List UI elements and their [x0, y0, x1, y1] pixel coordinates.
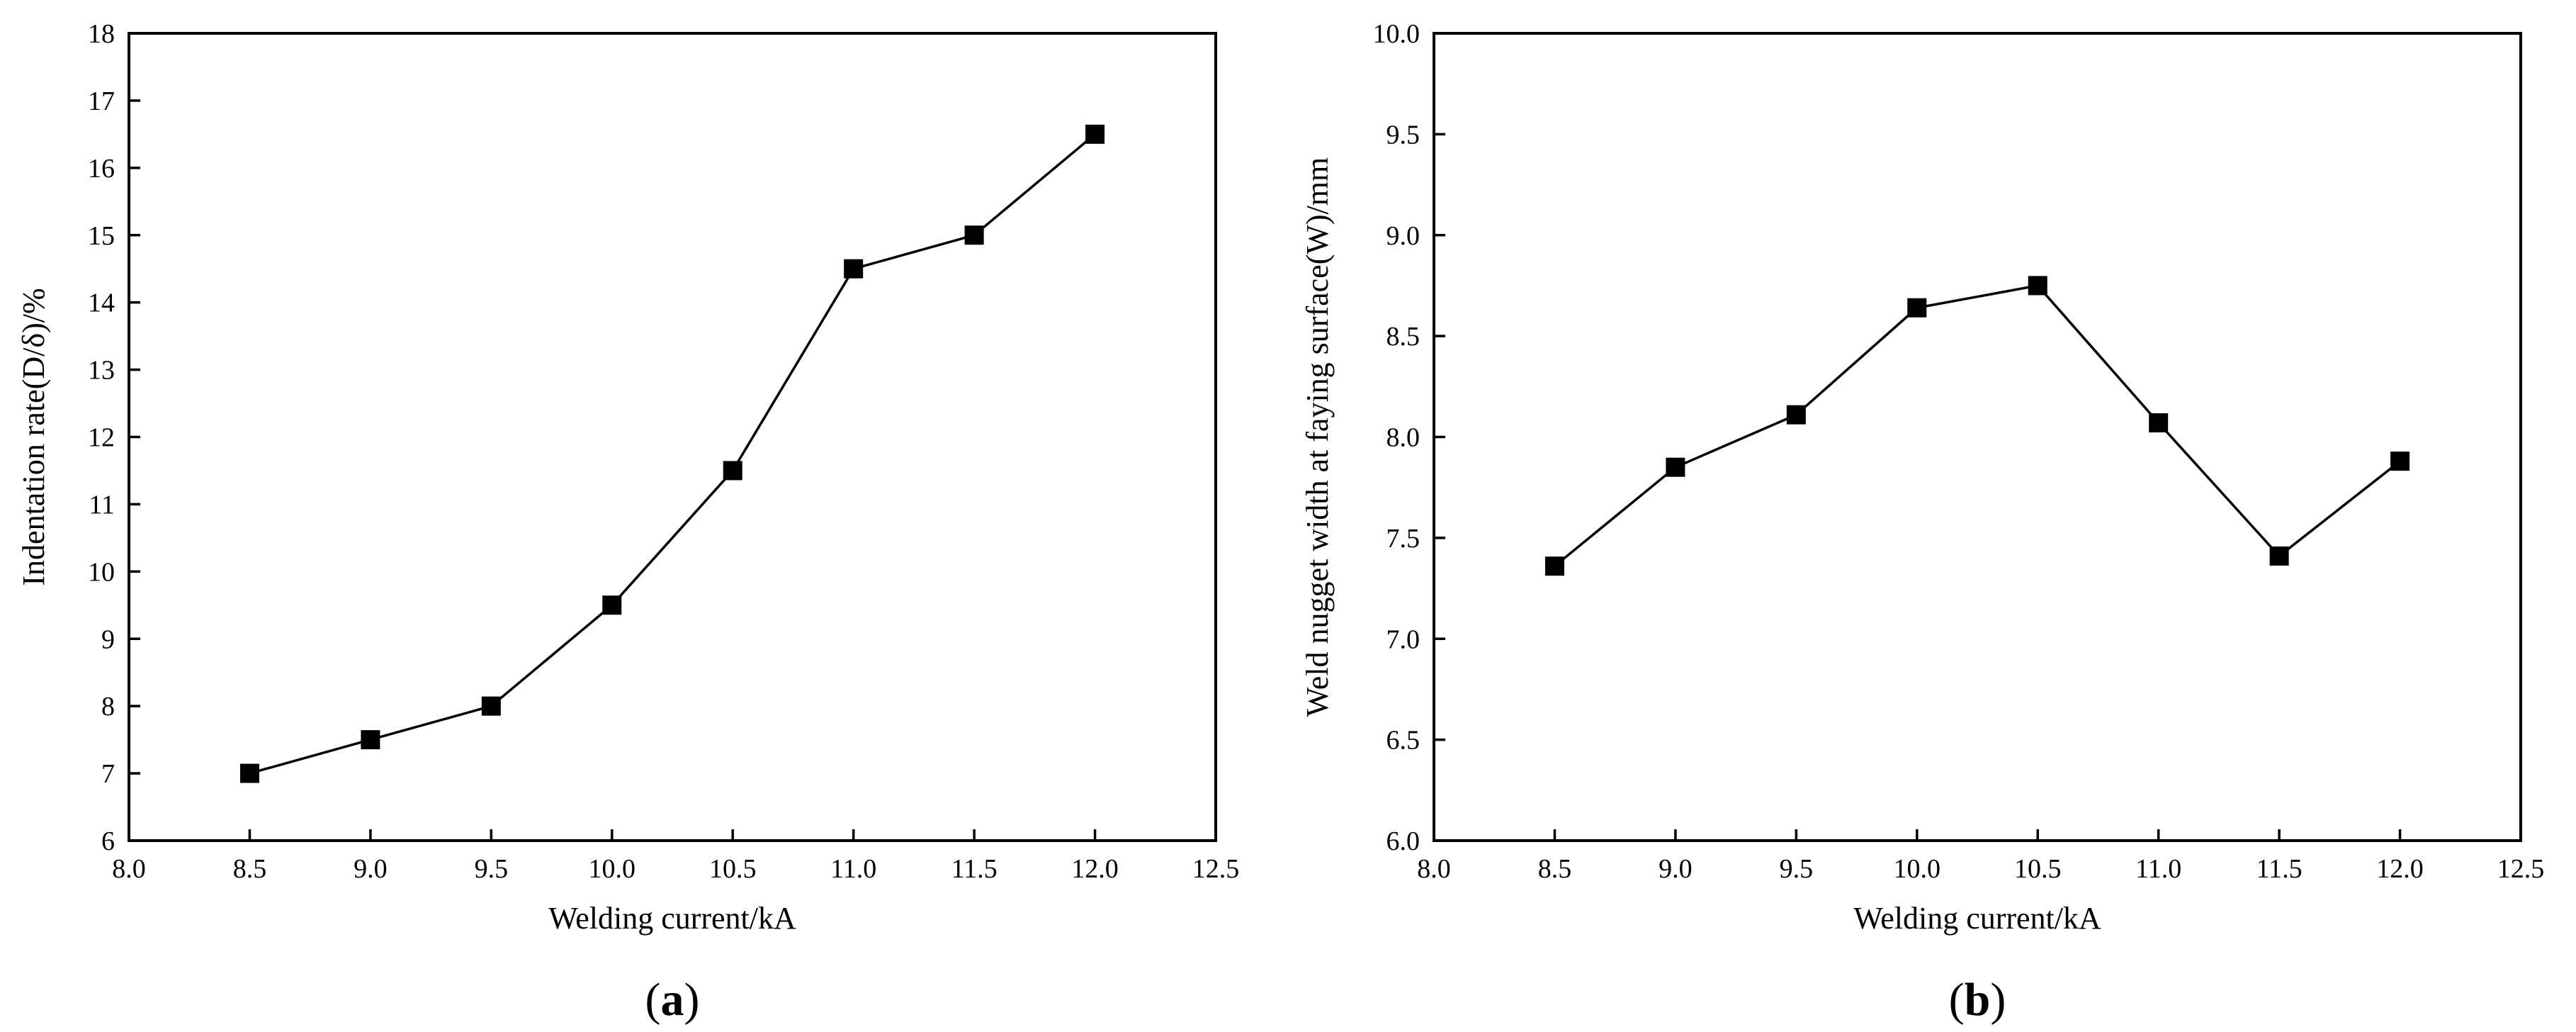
y-tick-label: 16 — [88, 154, 115, 184]
y-tick-label: 12 — [88, 423, 115, 453]
data-point — [1085, 124, 1105, 144]
data-point — [844, 259, 864, 279]
y-tick-label: 7 — [101, 759, 115, 789]
x-tick-label: 10.0 — [589, 854, 636, 884]
data-point — [2269, 546, 2289, 566]
x-tick-label: 8.5 — [233, 854, 267, 884]
y-axis-label: Weld nugget width at faying surface(W)/m… — [1300, 157, 1335, 717]
x-tick-label: 10.0 — [1894, 854, 1941, 884]
panel-label: (a) — [645, 974, 700, 1026]
x-tick-label: 9.5 — [475, 854, 509, 884]
x-tick-label: 12.0 — [1071, 854, 1119, 884]
y-tick-label: 9 — [101, 624, 115, 654]
series-line — [1554, 284, 2401, 568]
y-tick-label: 14 — [88, 288, 115, 318]
x-tick-label: 8.0 — [112, 854, 146, 884]
y-tick-label: 18 — [88, 19, 115, 49]
data-point — [361, 730, 380, 750]
x-tick-label: 12.5 — [2497, 854, 2545, 884]
y-tick-label: 10.0 — [1373, 19, 1420, 49]
x-axis-label: Welding current/kA — [1853, 901, 2101, 936]
panel-label: (b) — [1949, 974, 2006, 1026]
y-tick-label: 8 — [101, 692, 115, 722]
y-tick-label: 9.0 — [1386, 221, 1420, 251]
y-tick-label: 8.0 — [1386, 423, 1420, 453]
x-tick-label: 12.0 — [2376, 854, 2424, 884]
x-tick-label: 10.5 — [2014, 854, 2062, 884]
x-axis-label: Welding current/kA — [548, 901, 796, 936]
data-point — [2390, 452, 2410, 471]
chart-b: 8.0 8.5 9.0 9.5 10.0 10.5 11.0 11.5 12.0 12.5 6.0 6… — [1300, 19, 2544, 1026]
x-tick-label: 11.5 — [951, 854, 998, 884]
y-tick-label: 7.0 — [1386, 624, 1420, 654]
y-tick-label: 11 — [89, 490, 115, 520]
data-point — [239, 763, 259, 783]
y-tick-label: 9.5 — [1386, 120, 1420, 150]
data-point — [723, 461, 742, 481]
y-tick-label: 6.0 — [1386, 826, 1420, 856]
data-point — [964, 225, 984, 245]
data-point — [602, 595, 622, 615]
x-tick-label: 8.0 — [1417, 854, 1451, 884]
y-tick-label: 7.5 — [1386, 524, 1420, 554]
x-tick-label: 12.5 — [1192, 854, 1240, 884]
panel-letter: a — [661, 974, 684, 1026]
panel-letter: b — [1965, 974, 1991, 1026]
y-axis-label: Indentation rate(D/δ)/% — [16, 288, 51, 585]
y-tick-label: 15 — [88, 221, 115, 251]
y-tick-label: 6 — [101, 826, 115, 856]
data-point — [2028, 276, 2047, 296]
x-tick-label: 9.0 — [1659, 854, 1693, 884]
data-point — [1786, 405, 1806, 425]
data-point — [481, 696, 501, 716]
x-tick-label: 9.0 — [354, 854, 388, 884]
x-tick-label: 10.5 — [709, 854, 757, 884]
plot-frame — [128, 32, 1217, 842]
y-tick-label: 17 — [88, 86, 115, 116]
x-tick-label: 11.0 — [2135, 854, 2181, 884]
x-tick-label: 9.5 — [1780, 854, 1814, 884]
x-tick-label: 11.5 — [2256, 854, 2303, 884]
y-tick-label: 6.5 — [1386, 726, 1420, 756]
data-point — [2149, 413, 2169, 433]
y-tick-label: 8.5 — [1386, 322, 1420, 352]
y-tick-label: 10 — [88, 557, 115, 587]
data-point — [1907, 298, 1927, 318]
x-tick-label: 11.0 — [830, 854, 876, 884]
x-tick-label: 8.5 — [1538, 854, 1572, 884]
data-point — [1544, 556, 1564, 576]
y-tick-label: 13 — [88, 356, 115, 386]
data-point — [1666, 457, 1685, 477]
series-line — [249, 133, 1096, 775]
plot-frame — [1433, 32, 2522, 842]
chart-a: 8.0 8.5 9.0 9.5 10.0 10.5 11.0 11.5 12.0 12.5 6 7 8 9… — [16, 19, 1239, 1026]
